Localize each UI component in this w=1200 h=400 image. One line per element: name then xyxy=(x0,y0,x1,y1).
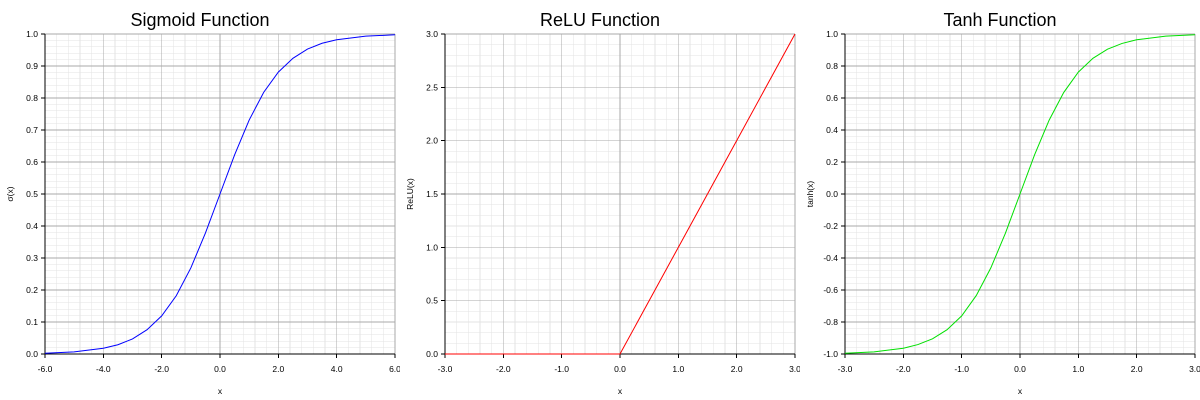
y-tick-label: 1.0 xyxy=(826,29,838,39)
chart-title: Sigmoid Function xyxy=(130,10,269,30)
chart-title: Tanh Function xyxy=(943,10,1056,30)
y-tick-label: 2.5 xyxy=(426,82,438,92)
y-tick-label: 0.1 xyxy=(26,317,38,327)
y-tick-label: 0.2 xyxy=(826,157,838,167)
tanh-chart: Tanh Function x tanh(x) -3.0 -2.0 -1.0 0.0 1… xyxy=(805,10,1200,396)
x-tick-label: 6.0 xyxy=(389,364,400,374)
x-tick-label: 0.0 xyxy=(1014,364,1026,374)
x-tick-label: -1.0 xyxy=(554,364,569,374)
sigmoid-chart-panel: Sigmoid Function x σ(x) -6.0 -4.0 -2.0 0.0 2… xyxy=(0,0,400,400)
series-line xyxy=(44,34,396,354)
y-tick-label: 0.5 xyxy=(426,296,438,306)
grid xyxy=(444,33,796,355)
y-tick-label: 0.6 xyxy=(826,93,838,103)
y-tick-label: 0.4 xyxy=(826,125,838,135)
series-line xyxy=(445,33,796,355)
y-tick-label: 0.0 xyxy=(26,349,38,359)
x-tick-label: 2.0 xyxy=(272,364,284,374)
y-axis-label: tanh(x) xyxy=(805,181,815,208)
x-tick-label: 2.0 xyxy=(731,364,743,374)
y-tick-label: 0.5 xyxy=(26,189,38,199)
grid xyxy=(44,33,396,355)
y-tick-label: 1.5 xyxy=(426,189,438,199)
x-tick-label: -2.0 xyxy=(154,364,169,374)
y-tick-label: -0.4 xyxy=(823,253,838,263)
x-tick-label: -1.0 xyxy=(954,364,969,374)
y-axis-label: ReLU(x) xyxy=(405,178,415,210)
x-tick-label: -4.0 xyxy=(96,364,111,374)
x-tick-label: 4.0 xyxy=(331,364,343,374)
y-tick-label: -0.2 xyxy=(823,221,838,231)
y-axis-label: σ(x) xyxy=(5,186,15,201)
y-tick-label: 1.0 xyxy=(426,242,438,252)
x-tick-label: -3.0 xyxy=(438,364,453,374)
y-tick-label: 0.7 xyxy=(26,125,38,135)
x-tick-label: -3.0 xyxy=(838,364,853,374)
x-tick-label: 2.0 xyxy=(1131,364,1143,374)
x-tick-label: -2.0 xyxy=(896,364,911,374)
y-tick-label: -0.6 xyxy=(823,285,838,295)
y-tick-label: 0.6 xyxy=(26,157,38,167)
x-tick-label: 0.0 xyxy=(214,364,226,374)
x-tick-label: -6.0 xyxy=(38,364,53,374)
y-tick-label: 0.8 xyxy=(826,61,838,71)
x-tick-label: 3.0 xyxy=(789,364,800,374)
y-tick-label: 0.8 xyxy=(26,93,38,103)
relu-chart: ReLU Function x ReLU(x) -3.0 -2.0 -1.0 0.0 1… xyxy=(405,10,800,396)
y-tick-label: 0.0 xyxy=(826,189,838,199)
relu-chart-panel: ReLU Function x ReLU(x) -3.0 -2.0 -1.0 0.0 1… xyxy=(400,0,800,400)
x-tick-label: -2.0 xyxy=(496,364,511,374)
y-tick-label: 1.0 xyxy=(26,29,38,39)
tanh-chart-panel: Tanh Function x tanh(x) -3.0 -2.0 -1.0 0.0 1… xyxy=(800,0,1200,400)
y-tick-label: -1.0 xyxy=(823,349,838,359)
x-axis-label: x xyxy=(1018,386,1023,396)
y-tick-label: 2.0 xyxy=(426,136,438,146)
x-tick-label: 1.0 xyxy=(672,364,684,374)
chart-title: ReLU Function xyxy=(540,10,660,30)
x-tick-label: 0.0 xyxy=(614,364,626,374)
series-line xyxy=(844,34,1196,354)
y-tick-label: 0.4 xyxy=(26,221,38,231)
y-tick-label: 0.9 xyxy=(26,61,38,71)
y-tick-label: -0.8 xyxy=(823,317,838,327)
y-tick-label: 0.2 xyxy=(26,285,38,295)
y-tick-label: 0.3 xyxy=(26,253,38,263)
y-tick-label: 0.0 xyxy=(426,349,438,359)
sigmoid-chart: Sigmoid Function x σ(x) -6.0 -4.0 -2.0 0.0 2… xyxy=(5,10,400,396)
x-axis-label: x xyxy=(218,386,223,396)
x-tick-label: 3.0 xyxy=(1189,364,1200,374)
x-axis-label: x xyxy=(618,386,623,396)
y-tick-label: 3.0 xyxy=(426,29,438,39)
x-tick-label: 1.0 xyxy=(1072,364,1084,374)
